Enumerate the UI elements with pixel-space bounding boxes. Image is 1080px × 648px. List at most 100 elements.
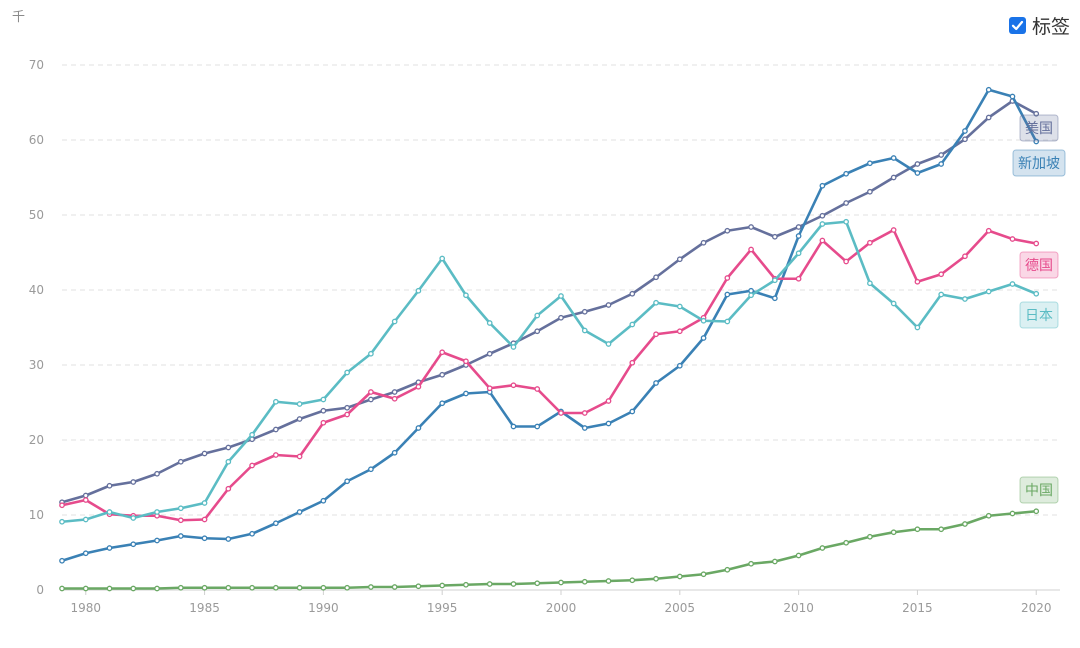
data-point: [819, 221, 826, 227]
series-line: [61, 228, 1037, 522]
data-point: [463, 358, 469, 365]
data-point: [795, 250, 802, 257]
data-point: [748, 246, 754, 253]
data-point: [534, 312, 541, 319]
series-tag: 中国: [1019, 476, 1059, 504]
data-point: [296, 401, 303, 407]
data-point: [795, 233, 802, 239]
data-point: [1033, 508, 1040, 515]
data-point: [439, 400, 446, 407]
data-point: [130, 515, 137, 521]
x-tick-label: 2015: [902, 601, 933, 615]
data-point: [629, 321, 636, 328]
data-point: [82, 550, 89, 557]
data-point: [819, 182, 826, 189]
data-point: [273, 426, 279, 433]
data-point: [676, 328, 683, 335]
data-point: [439, 371, 446, 378]
data-point: [249, 431, 255, 438]
x-tick-label: 1985: [189, 601, 220, 615]
data-point: [558, 579, 564, 586]
series-tag-box: [1019, 251, 1059, 279]
series-tag-label: 美国: [1025, 121, 1053, 137]
data-point: [1033, 290, 1040, 297]
series-tag-label: 新加坡: [1018, 156, 1060, 172]
data-point: [1009, 93, 1016, 100]
data-point: [201, 516, 208, 523]
data-point: [890, 174, 897, 181]
series-line: [61, 99, 1037, 504]
checkbox-checked-icon[interactable]: [1008, 17, 1026, 34]
data-point: [296, 416, 303, 422]
series-tag: 美国: [1019, 114, 1059, 142]
data-point: [676, 573, 683, 580]
data-point: [985, 512, 992, 519]
data-point: [82, 585, 89, 592]
data-point: [154, 509, 160, 515]
data-point: [1009, 281, 1016, 287]
data-point: [772, 233, 778, 240]
data-point: [415, 583, 422, 590]
data-point: [890, 227, 897, 233]
data-point: [748, 560, 754, 567]
labels-toggle[interactable]: 标签: [1008, 12, 1070, 39]
data-point: [795, 224, 802, 230]
data-point: [724, 566, 731, 573]
y-tick-label: 70: [29, 58, 44, 72]
data-point: [106, 545, 113, 551]
data-point: [415, 425, 422, 431]
data-point: [225, 444, 232, 451]
data-point: [249, 584, 255, 591]
data-point: [748, 292, 754, 299]
series-tag: 日本: [1019, 301, 1059, 329]
data-point: [843, 218, 849, 225]
data-point: [225, 485, 232, 492]
data-point: [867, 188, 873, 195]
data-point: [1009, 510, 1016, 517]
data-point: [938, 271, 945, 278]
data-point: [415, 287, 422, 294]
x-tick-label: 2010: [783, 601, 814, 615]
data-point: [558, 293, 564, 299]
data-point: [273, 398, 279, 405]
data-point: [463, 390, 469, 397]
data-point: [629, 359, 636, 366]
data-point: [273, 520, 279, 527]
data-point: [534, 423, 541, 430]
data-point: [486, 385, 493, 392]
data-point: [914, 170, 921, 176]
data-point: [867, 239, 873, 246]
data-point: [914, 526, 921, 533]
data-point: [724, 275, 731, 281]
data-point: [605, 341, 612, 347]
data-point: [795, 275, 802, 282]
data-point: [59, 557, 65, 564]
data-point: [225, 584, 232, 591]
data-point: [130, 479, 137, 485]
data-point: [368, 466, 374, 473]
series-tag-box: [1019, 301, 1059, 329]
data-point: [201, 500, 208, 506]
data-point: [890, 300, 897, 307]
y-tick-label: 0: [36, 583, 44, 597]
data-point: [867, 533, 873, 540]
data-point: [962, 296, 968, 302]
data-point: [82, 497, 89, 503]
data-point: [962, 253, 968, 260]
data-point: [296, 509, 303, 515]
series-tag-label: 德国: [1025, 258, 1053, 274]
series-tag: 德国: [1019, 251, 1059, 279]
data-point: [391, 395, 398, 402]
data-point: [581, 327, 588, 334]
data-point: [867, 280, 873, 287]
data-point: [914, 324, 921, 331]
data-point: [320, 407, 327, 414]
data-point: [962, 521, 968, 527]
data-point: [296, 584, 303, 591]
data-point: [106, 509, 113, 515]
data-point: [82, 516, 89, 523]
data-point: [154, 585, 160, 592]
labels-toggle-label: 标签: [1031, 16, 1070, 38]
data-point: [914, 278, 921, 285]
